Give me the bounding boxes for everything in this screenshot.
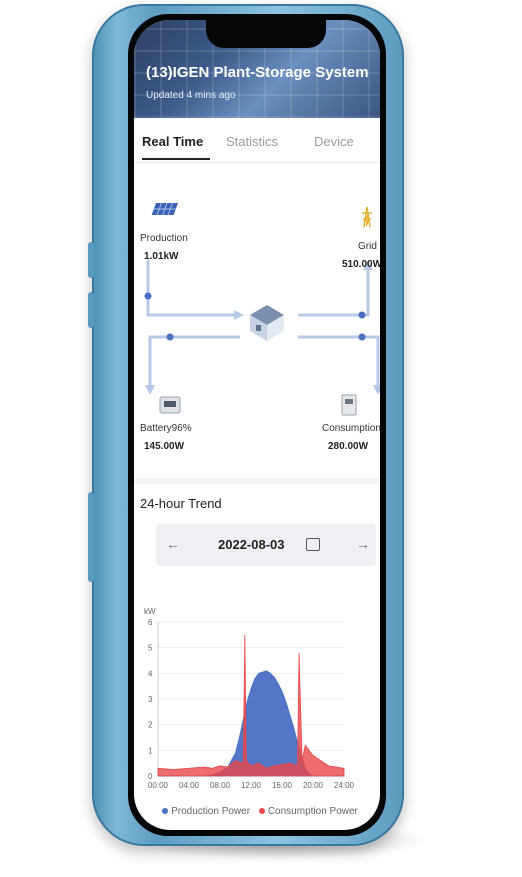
camera-notch [206, 20, 326, 48]
production-value: 1.01kW [144, 251, 179, 262]
y-tick-label: 6 [148, 618, 153, 627]
chart-series [157, 634, 345, 777]
consumption-power-area [157, 634, 345, 777]
side-button [88, 492, 94, 582]
x-tick-label: 00:00 [148, 781, 169, 790]
y-tick-label: 4 [148, 669, 153, 678]
chart-legend: Production Power Consumption Power [134, 806, 380, 822]
energy-flow-diagram: Production 1.01kW Grid 510.00W Battery96… [134, 165, 380, 485]
tab-device[interactable]: Device [314, 134, 354, 149]
x-tick-label: 12:00 [241, 781, 262, 790]
grid-tower-icon [362, 206, 372, 228]
arrow-left-icon[interactable]: ← [166, 536, 180, 552]
phone-screen-bezel: (13)IGEN Plant-Storage System Updated 4 … [128, 14, 386, 836]
date-selector: ← 2022-08-03 → [156, 524, 376, 566]
production-label: Production [140, 233, 188, 244]
trend-chart: kW 0 1 2 3 4 5 6 00:00 04:00 08:00 12:00 16:00 20:00… [144, 607, 355, 790]
house-appliance-icon [341, 394, 357, 416]
x-tick-label: 08:00 [210, 781, 231, 790]
calendar-icon[interactable] [306, 538, 320, 551]
y-tick-label: 2 [148, 721, 153, 730]
battery-icon [159, 396, 181, 414]
volume-up-button [88, 242, 94, 278]
chart-y-axis: kW 0 1 2 3 4 5 6 [144, 607, 159, 781]
y-tick-label: 1 [148, 746, 153, 755]
y-tick-label: 5 [148, 644, 153, 653]
x-tick-label: 20:00 [303, 781, 324, 790]
plant-title: (13)IGEN Plant-Storage System [146, 64, 369, 81]
legend-production-swatch [162, 808, 169, 815]
battery-value: 145.00W [144, 441, 185, 452]
x-tick-label: 04:00 [179, 781, 200, 790]
consumption-value: 280.00W [328, 441, 369, 452]
grid-label: Grid [358, 241, 377, 252]
consumption-label: Consumption [322, 423, 380, 434]
volume-down-button [88, 292, 94, 328]
y-axis-label: kW [144, 607, 156, 616]
active-tab-indicator [142, 158, 210, 160]
legend-consumption-swatch [258, 808, 265, 815]
selected-date[interactable]: 2022-08-03 [218, 537, 285, 552]
legend-consumption: Consumption Power [267, 806, 358, 817]
updated-time: Updated 4 mins ago [146, 90, 236, 101]
chart-x-axis: 00:00 04:00 08:00 12:00 16:00 20:00 24:00 [148, 775, 355, 790]
legend-production: Production Power [171, 806, 251, 817]
flow-lines [144, 203, 380, 416]
tab-statistics[interactable]: Statistics [226, 134, 279, 149]
grid-value: 510.00W [342, 259, 380, 270]
phone-frame: (13)IGEN Plant-Storage System Updated 4 … [88, 4, 404, 846]
x-tick-label: 24:00 [334, 781, 355, 790]
arrow-right-icon[interactable]: → [356, 536, 370, 552]
battery-label: Battery96% [140, 423, 192, 434]
y-tick-label: 0 [148, 772, 153, 781]
solar-panel-icon [151, 203, 178, 215]
tab-real-time[interactable]: Real Time [142, 134, 204, 149]
y-tick-label: 3 [148, 695, 153, 704]
tab-bar: Real Time Statistics Device [134, 118, 380, 163]
app-screen: (13)IGEN Plant-Storage System Updated 4 … [134, 20, 380, 830]
section-divider [134, 478, 380, 484]
x-tick-label: 16:00 [272, 781, 293, 790]
house-icon [250, 305, 284, 341]
trend-title: 24-hour Trend [140, 496, 222, 511]
